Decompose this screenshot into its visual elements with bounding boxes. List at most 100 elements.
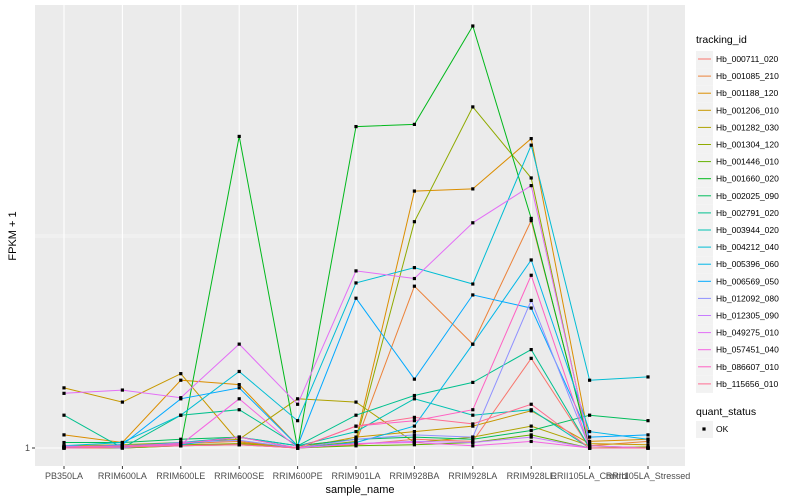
legend-label: Hb_001188_120 <box>716 88 779 98</box>
data-point <box>471 342 475 346</box>
legend-label: Hb_049275_010 <box>716 328 779 338</box>
legend-label: Hb_003944_020 <box>716 225 779 235</box>
data-point <box>412 266 416 270</box>
data-point <box>529 402 533 406</box>
data-point <box>354 124 358 129</box>
data-point <box>412 220 416 224</box>
legend-label: Hb_001660_020 <box>716 174 779 184</box>
data-point <box>588 435 592 439</box>
data-point <box>62 440 66 445</box>
data-point <box>646 375 650 379</box>
data-point <box>120 400 124 404</box>
data-point <box>296 446 300 450</box>
data-point <box>471 440 475 445</box>
x-tick-label: RRIM928LA <box>448 471 497 481</box>
data-point <box>62 386 66 390</box>
data-point <box>588 378 592 382</box>
data-point <box>588 413 592 417</box>
legend-label: Hb_012305_090 <box>716 311 779 321</box>
data-point <box>296 402 300 406</box>
data-point <box>412 122 416 126</box>
data-point <box>471 24 475 28</box>
data-point <box>354 413 358 417</box>
data-point <box>412 397 416 401</box>
data-point <box>529 258 533 262</box>
data-point <box>471 380 475 385</box>
gridlines <box>35 5 685 466</box>
legend-label: Hb_002791_020 <box>716 208 779 218</box>
data-point <box>179 442 183 446</box>
data-point <box>237 342 241 346</box>
data-point <box>529 143 533 147</box>
data-point <box>529 408 533 412</box>
x-tick-label: RRIM600SE <box>214 471 264 481</box>
x-tick-label: RRIM928BA <box>389 471 439 481</box>
data-point <box>412 440 416 445</box>
data-point <box>529 216 533 221</box>
data-point <box>296 419 300 423</box>
data-point <box>237 382 241 387</box>
data-point <box>529 219 533 223</box>
shape-legend-title: quant_status <box>696 406 756 418</box>
data-point <box>529 137 533 141</box>
data-point <box>179 378 183 382</box>
data-point <box>354 430 358 434</box>
data-point <box>354 424 358 428</box>
data-point <box>412 393 416 398</box>
x-tick-label: RRIM901LA <box>331 471 380 481</box>
x-tick-label: RRII105LA_Stressed <box>606 471 691 481</box>
data-point <box>120 445 124 449</box>
x-axis-title: sample_name <box>325 484 394 496</box>
data-point <box>471 437 475 441</box>
shape-legend-label: OK <box>716 424 729 434</box>
data-point <box>588 430 592 434</box>
data-point <box>354 442 358 446</box>
legend-label: Hb_000711_020 <box>716 54 779 64</box>
data-point <box>471 422 475 426</box>
legend-title: tracking_id <box>696 34 747 46</box>
data-point <box>471 413 475 417</box>
data-point <box>529 428 533 433</box>
data-point <box>471 424 475 428</box>
data-point <box>412 419 416 423</box>
data-point <box>237 134 241 139</box>
legend-label: Hb_086607_010 <box>716 362 779 372</box>
data-point <box>412 276 416 281</box>
data-point <box>412 415 416 419</box>
data-point <box>412 433 416 437</box>
data-point <box>412 430 416 434</box>
legend-label: Hb_006569_050 <box>716 276 779 286</box>
data-point <box>237 435 241 439</box>
data-point <box>529 298 533 303</box>
legend-label: Hb_002025_090 <box>716 191 779 201</box>
data-point <box>296 444 300 448</box>
shape-legend-swatch <box>702 427 706 431</box>
data-point <box>120 388 124 392</box>
data-point <box>237 369 241 374</box>
data-point <box>529 273 533 277</box>
legend-label: Hb_057451_040 <box>716 345 779 355</box>
data-point <box>646 446 650 450</box>
y-axis-title: FPKM + 1 <box>7 211 19 260</box>
data-point <box>237 438 241 442</box>
data-point <box>588 446 592 450</box>
legend-label: Hb_115656_010 <box>716 379 779 389</box>
data-point <box>588 439 592 444</box>
data-point <box>354 281 358 285</box>
data-point <box>529 435 533 439</box>
x-tick-label: RRIM600LA <box>98 471 147 481</box>
data-point <box>529 184 533 188</box>
legend-label: Hb_005396_060 <box>716 259 779 269</box>
data-point <box>529 433 533 437</box>
data-point <box>354 269 358 273</box>
data-point <box>120 440 124 445</box>
legend-label: Hb_001206_010 <box>716 105 779 115</box>
data-point <box>529 176 533 180</box>
data-point <box>529 439 533 444</box>
legend-label: Hb_012092_080 <box>716 293 779 303</box>
data-point <box>471 444 475 448</box>
data-point <box>296 397 300 401</box>
data-point <box>237 443 241 447</box>
legend-label: Hb_001282_030 <box>716 122 779 132</box>
